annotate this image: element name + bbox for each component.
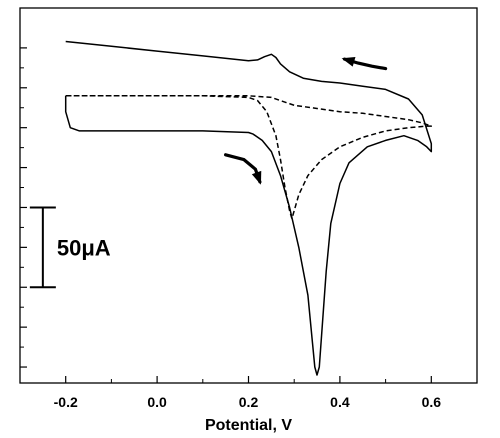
dashed-series-line <box>65 95 433 220</box>
x-tick-labels: -0.2 0.0 0.2 0.4 0.6 <box>54 394 442 410</box>
x-tick-label: 0.6 <box>422 394 442 410</box>
direction-arrow-head <box>251 170 262 185</box>
plot-border <box>19 7 478 384</box>
scale-bar: 50μA <box>29 206 111 289</box>
x-axis-label: Potential, V <box>205 417 292 434</box>
solid-series-line <box>64 40 433 376</box>
x-tick-label: 0.0 <box>147 394 167 410</box>
scale-bar-label: 50μA <box>57 235 111 260</box>
plot-frame <box>19 7 478 384</box>
direction-arrow-head <box>341 57 356 67</box>
series-layer <box>64 40 433 376</box>
x-tick-label: -0.2 <box>54 394 78 410</box>
direction-arrows <box>224 57 388 185</box>
direction-arrow-shaft <box>224 153 262 184</box>
x-tick-label: 0.2 <box>239 394 259 410</box>
x-tick-label: 0.4 <box>330 394 350 410</box>
axis-ticks <box>19 47 478 383</box>
